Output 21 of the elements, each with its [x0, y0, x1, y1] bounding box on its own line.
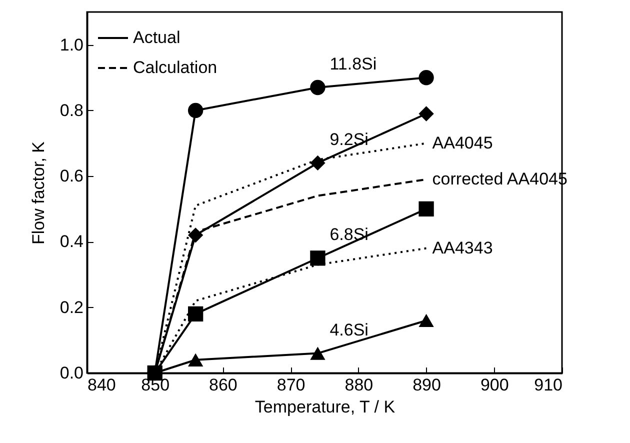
y-tick-label: 0.2 — [60, 298, 84, 317]
series-label: 4.6Si — [330, 320, 368, 340]
y-tick-label: 0.0 — [60, 364, 84, 382]
series-label: 11.8Si — [330, 54, 377, 74]
y-tick-label: 1.0 — [60, 35, 84, 54]
x-tick-label: 890 — [412, 376, 441, 394]
series-label: AA4343 — [432, 238, 493, 258]
y-tick-label: 0.4 — [60, 232, 84, 252]
x-tick-label: 880 — [344, 376, 374, 394]
y-tick-label: 0.6 — [60, 166, 84, 186]
y-axis-title: Flow factor, K — [28, 140, 48, 244]
x-tick-label: 860 — [209, 376, 238, 394]
x-tick-label: 840 — [88, 376, 116, 394]
y-tick-label: 0.8 — [60, 100, 84, 120]
x-tick-label: 870 — [276, 376, 306, 394]
series-label: AA4045 — [432, 133, 493, 152]
annotation: Actual — [133, 28, 180, 47]
x-axis-title: Temperature, T / K — [254, 398, 396, 416]
x-tick-label: 910 — [534, 376, 562, 394]
x-tick-label: 900 — [480, 376, 509, 394]
annotation: Calculation — [133, 58, 218, 77]
